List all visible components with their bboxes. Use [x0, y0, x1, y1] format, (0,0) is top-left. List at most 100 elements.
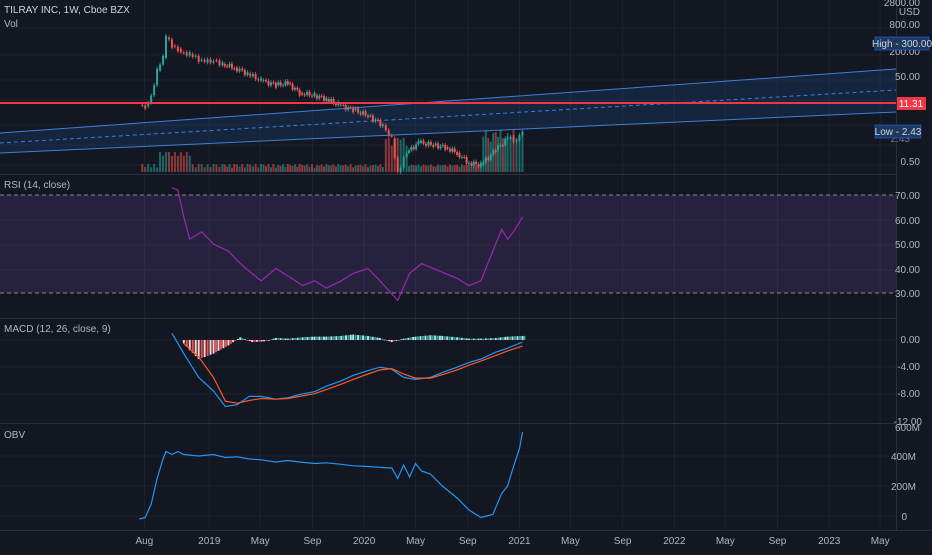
obv-axis[interactable]: 600M 400M 200M 0	[891, 423, 920, 523]
rsi-axis[interactable]: 70.00 60.00 50.00 40.00 30.00	[895, 191, 920, 300]
macd-histogram-bar	[494, 337, 497, 340]
rsi-tick: 50.00	[895, 240, 920, 251]
candle-body	[410, 146, 413, 151]
volume-bar	[323, 166, 326, 172]
signal-line[interactable]	[183, 342, 523, 404]
time-axis[interactable]: Aug 2019 May Sep 2020 May Sep 2021 May Sep 2022 May…	[135, 536, 889, 547]
trend-channel-upper[interactable]	[0, 68, 897, 134]
candle-body	[441, 144, 444, 147]
rsi-pane[interactable]	[0, 187, 896, 302]
obv-line[interactable]	[139, 431, 524, 520]
volume-bar	[427, 165, 430, 172]
volume-bar	[463, 165, 466, 172]
candle-body	[499, 145, 502, 147]
macd-histogram-bar	[400, 339, 403, 341]
macd-histogram-bar	[421, 335, 424, 340]
volume-bar	[446, 166, 449, 172]
macd-histogram-bar	[514, 336, 517, 340]
volume-bar	[235, 164, 238, 172]
candle-body	[518, 135, 521, 141]
time-axis-label: May	[406, 536, 425, 547]
macd-histogram-bar	[265, 340, 268, 341]
macd-histogram-bar	[354, 334, 357, 340]
rsi-tick: 30.00	[895, 289, 920, 300]
price-pane[interactable]	[0, 33, 897, 174]
volume-bar	[200, 164, 203, 172]
macd-histogram-bar	[239, 337, 242, 340]
macd-histogram-bar	[188, 340, 191, 351]
time-axis-label: Sep	[304, 536, 322, 547]
candle-body	[451, 148, 454, 152]
candle-body	[233, 68, 236, 70]
volume-bar	[379, 164, 382, 172]
macd-pane[interactable]	[171, 332, 526, 408]
macd-histogram-bar	[232, 340, 235, 343]
macd-histogram-bar	[227, 340, 230, 346]
candle-body	[153, 85, 156, 96]
macd-histogram-bar	[487, 338, 490, 340]
volume-bar	[272, 164, 275, 172]
trend-channel-lower[interactable]	[0, 111, 897, 154]
high-tag-label: High - 300.00	[872, 39, 932, 50]
macd-histogram-bar	[182, 340, 185, 344]
volume-bar	[429, 164, 432, 172]
candle-body	[396, 157, 399, 172]
time-axis-label: Sep	[769, 536, 787, 547]
volume-bar	[238, 166, 241, 172]
macd-histogram-bar	[477, 338, 480, 340]
macd-histogram-bar	[306, 337, 309, 340]
candle-body	[162, 55, 165, 65]
candle-body	[364, 111, 367, 116]
candle-body	[291, 83, 294, 90]
macd-histogram-bar	[499, 337, 502, 340]
macd-histogram-bar	[311, 336, 314, 340]
candle-body	[369, 115, 372, 117]
rsi-line[interactable]	[171, 187, 524, 302]
volume-bar	[144, 167, 147, 172]
macd-histogram-bar	[434, 335, 437, 340]
candle-body	[165, 35, 168, 59]
macd-histogram-bar	[458, 337, 461, 340]
volume-bar	[432, 166, 435, 172]
candle-body	[330, 98, 333, 102]
candle-body	[230, 63, 233, 69]
macd-histogram-bar	[332, 336, 335, 340]
macd-histogram-bar	[492, 338, 495, 340]
candle-body	[167, 37, 170, 40]
volume-bar	[465, 164, 468, 172]
time-axis-label: Sep	[459, 536, 477, 547]
obv-pane[interactable]	[139, 431, 524, 520]
candle-body	[159, 64, 162, 71]
candle-body	[453, 148, 456, 153]
candle-body	[197, 55, 200, 62]
volume-bar	[282, 164, 285, 172]
macd-line[interactable]	[171, 332, 523, 408]
candle-body	[318, 95, 321, 99]
macd-histogram-bar	[253, 340, 256, 342]
macd-histogram-bar	[412, 337, 415, 340]
volume-bar	[419, 166, 422, 172]
macd-histogram-bar	[405, 338, 408, 340]
candle-body	[512, 136, 515, 142]
volume-bar	[484, 130, 487, 172]
candle-body	[515, 140, 518, 142]
trend-channel-mid[interactable]	[0, 89, 897, 144]
volume-bar	[150, 167, 153, 172]
price-axis[interactable]: 2800.00 USD 800.00 200.00 50.00 0.50	[884, 0, 921, 168]
volume-bar	[257, 167, 260, 172]
macd-histogram-bar	[277, 338, 280, 340]
volume-bar	[260, 164, 263, 172]
volume-bar	[339, 165, 342, 172]
macd-histogram-bar	[325, 336, 328, 340]
candle-body	[371, 115, 374, 122]
volume-bar	[354, 165, 357, 172]
candle-body	[226, 66, 229, 68]
volume-bar	[458, 166, 461, 172]
macd-histogram-bar	[352, 334, 355, 340]
macd-histogram-bar	[426, 335, 429, 340]
macd-axis[interactable]: 0.00 -4.00 -8.00 -12.00	[894, 335, 923, 428]
volume-bars	[141, 130, 524, 172]
candle-body	[506, 138, 509, 140]
